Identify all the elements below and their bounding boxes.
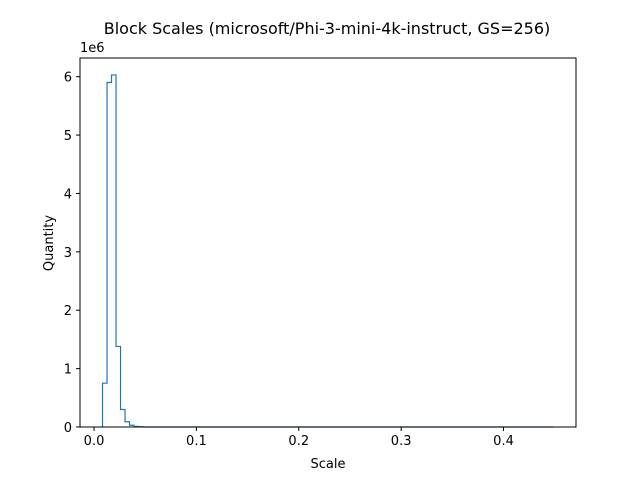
y-tick-label: 6 bbox=[64, 71, 72, 86]
x-tick-label: 0.1 bbox=[186, 434, 207, 449]
plot-area bbox=[101, 74, 554, 428]
y-tick-label: 0 bbox=[64, 421, 72, 436]
chart-title: Block Scales (microsoft/Phi-3-mini-4k-in… bbox=[104, 19, 551, 38]
y-axis-label: Quantity bbox=[42, 215, 57, 271]
histogram-bin bbox=[125, 422, 130, 427]
histogram-bin bbox=[112, 75, 117, 427]
x-axis-label: Scale bbox=[311, 457, 346, 472]
axes-frame bbox=[79, 57, 577, 428]
x-tick-label: 0.2 bbox=[288, 434, 309, 449]
y-offset-label: 1e6 bbox=[80, 41, 105, 56]
histogram-bin bbox=[116, 346, 121, 427]
histogram-bin bbox=[121, 409, 126, 427]
y-tick-label: 4 bbox=[64, 187, 72, 202]
x-tick-label: 0.0 bbox=[84, 434, 105, 449]
y-tick-label: 2 bbox=[64, 304, 72, 319]
x-tick-label: 0.4 bbox=[493, 434, 514, 449]
x-tick-label: 0.3 bbox=[391, 434, 412, 449]
y-tick-label: 3 bbox=[64, 246, 72, 261]
histogram-bin bbox=[103, 383, 108, 427]
axis-ticks: 0.0 0.1 0.2 0.3 0.4 0 1 2 3 4 5 6 bbox=[64, 71, 514, 449]
histogram-bin bbox=[107, 83, 112, 427]
y-tick-label: 5 bbox=[64, 129, 72, 144]
histogram-step-line bbox=[101, 74, 554, 428]
y-tick-label: 1 bbox=[64, 363, 72, 378]
